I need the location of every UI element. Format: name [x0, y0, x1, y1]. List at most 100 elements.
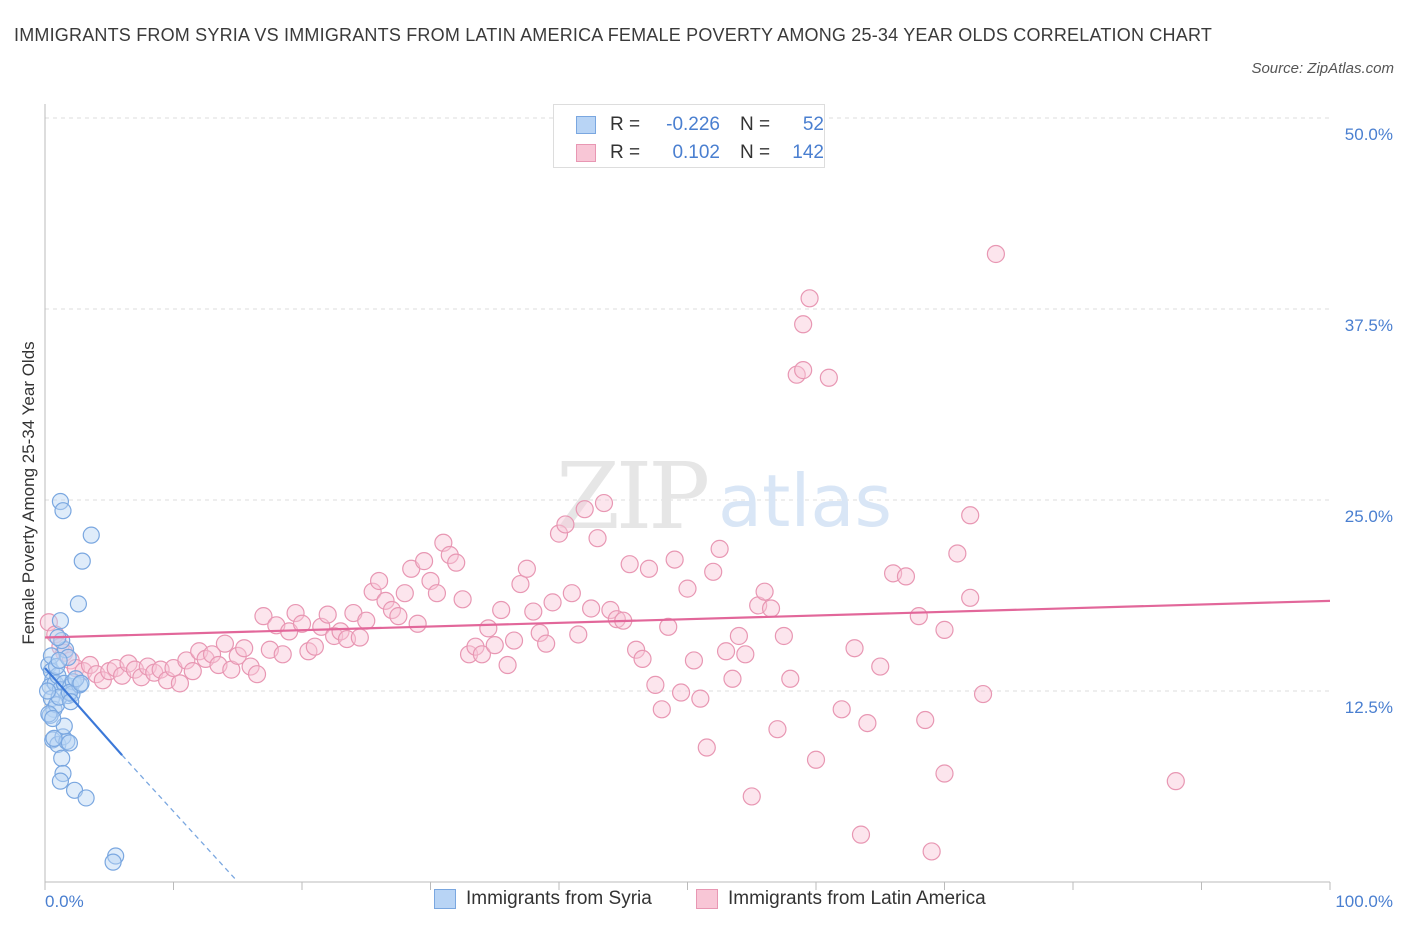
syria-point	[82, 526, 100, 544]
latin-point	[504, 631, 524, 650]
r-label: R =	[610, 114, 641, 135]
syria-point	[38, 682, 57, 700]
tick-labels: 12.5% 25.0% 37.5% 50.0% 0.0% 100.0%	[45, 125, 1393, 911]
syria-point	[60, 734, 79, 752]
syria-point	[60, 683, 79, 702]
latin-point	[896, 567, 916, 586]
latin-point	[170, 674, 190, 693]
latin-point	[671, 683, 691, 702]
latin-point	[202, 645, 222, 664]
syria-point	[51, 772, 70, 790]
syria-point	[44, 709, 62, 728]
latin-point	[459, 645, 479, 664]
latin-point	[537, 634, 556, 653]
syria-point	[50, 651, 68, 670]
syria-point	[53, 749, 71, 767]
syria-point	[72, 674, 90, 692]
legend-row-latin: R = 0.102 N = 142	[576, 141, 824, 165]
latin-point	[665, 550, 684, 569]
latin-point	[466, 637, 485, 656]
latin-point	[845, 639, 864, 658]
latin-point	[851, 825, 871, 844]
latin-point	[479, 619, 498, 638]
axes	[44, 104, 1331, 890]
latin-point	[395, 584, 414, 603]
latin-swatch	[696, 889, 718, 909]
latin-point	[556, 515, 575, 534]
chart-title: IMMIGRANTS FROM SYRIA VS IMMIGRANTS FROM…	[14, 25, 1213, 45]
x-tick-label: 0.0%	[45, 892, 84, 911]
latin-point	[626, 640, 646, 659]
latin-point	[800, 289, 819, 308]
latin-point	[562, 584, 581, 603]
latin-point	[440, 545, 459, 565]
watermark-zip: ZIP	[556, 443, 707, 550]
latin-point	[819, 368, 838, 387]
latin-point	[678, 579, 697, 598]
latin-america-points	[39, 244, 1185, 861]
y-tick-label: 50.0%	[1345, 125, 1393, 144]
latin-point	[742, 787, 761, 806]
latin-point	[350, 628, 369, 647]
latin-point	[569, 625, 588, 644]
latin-point	[492, 600, 511, 620]
syria-point	[77, 789, 95, 807]
gridlines	[45, 117, 1330, 692]
legend-item-syria: Immigrants from Syria	[434, 888, 652, 910]
latin-point	[691, 689, 710, 708]
latin-point	[761, 599, 781, 618]
latin-point	[588, 529, 607, 548]
latin-point	[832, 700, 851, 719]
latin-point	[549, 524, 569, 543]
latin-point	[177, 651, 196, 670]
latin-point	[652, 700, 671, 719]
latin-point	[376, 591, 395, 610]
latin-point	[254, 607, 273, 626]
latin-point	[729, 626, 749, 646]
latin-point	[794, 361, 813, 380]
latin-point	[498, 655, 517, 675]
n-label: N =	[740, 142, 771, 163]
latin-point	[935, 620, 954, 639]
y-axis-label: Female Poverty Among 25-34 Year Olds	[19, 341, 38, 644]
latin-point	[774, 626, 793, 646]
latin-point	[909, 607, 928, 626]
latin-point	[961, 588, 980, 607]
latin-point	[961, 506, 980, 525]
latin-point	[318, 605, 337, 624]
r-value: -0.226	[666, 114, 720, 135]
latin-point	[93, 671, 112, 690]
latin-point	[916, 710, 935, 730]
syria-point	[73, 552, 91, 570]
latin-point	[736, 645, 755, 664]
latin-point	[524, 602, 543, 621]
watermark: ZIP atlas	[556, 443, 892, 550]
latin-swatch	[576, 144, 596, 162]
stats-legend: R = -0.226 N = 52 R = 0.102 N = 142	[553, 104, 825, 168]
latin-point	[1166, 772, 1185, 791]
latin-point	[183, 662, 202, 681]
latin-point	[633, 649, 652, 669]
latin-point	[575, 500, 594, 519]
latin-trend-line	[44, 599, 1331, 639]
x-tick-label: 100.0%	[1335, 892, 1393, 911]
syria-point	[54, 502, 72, 520]
latin-point	[273, 645, 292, 664]
latin-point	[620, 555, 639, 574]
series-legend: Immigrants from Syria Immigrants from La…	[0, 888, 1406, 916]
latin-point	[247, 665, 267, 684]
latin-point	[408, 614, 427, 633]
syria-swatch	[434, 889, 456, 909]
latin-point	[80, 655, 100, 675]
legend-item-latin: Immigrants from Latin America	[696, 888, 986, 910]
trend-lines	[44, 599, 1331, 880]
latin-point	[363, 582, 382, 601]
latin-point	[948, 544, 967, 563]
latin-point	[286, 603, 305, 623]
latin-point	[607, 610, 626, 629]
latin-point	[794, 315, 813, 334]
syria-point	[62, 693, 80, 711]
latin-point	[241, 657, 260, 676]
latin-point	[935, 764, 954, 783]
